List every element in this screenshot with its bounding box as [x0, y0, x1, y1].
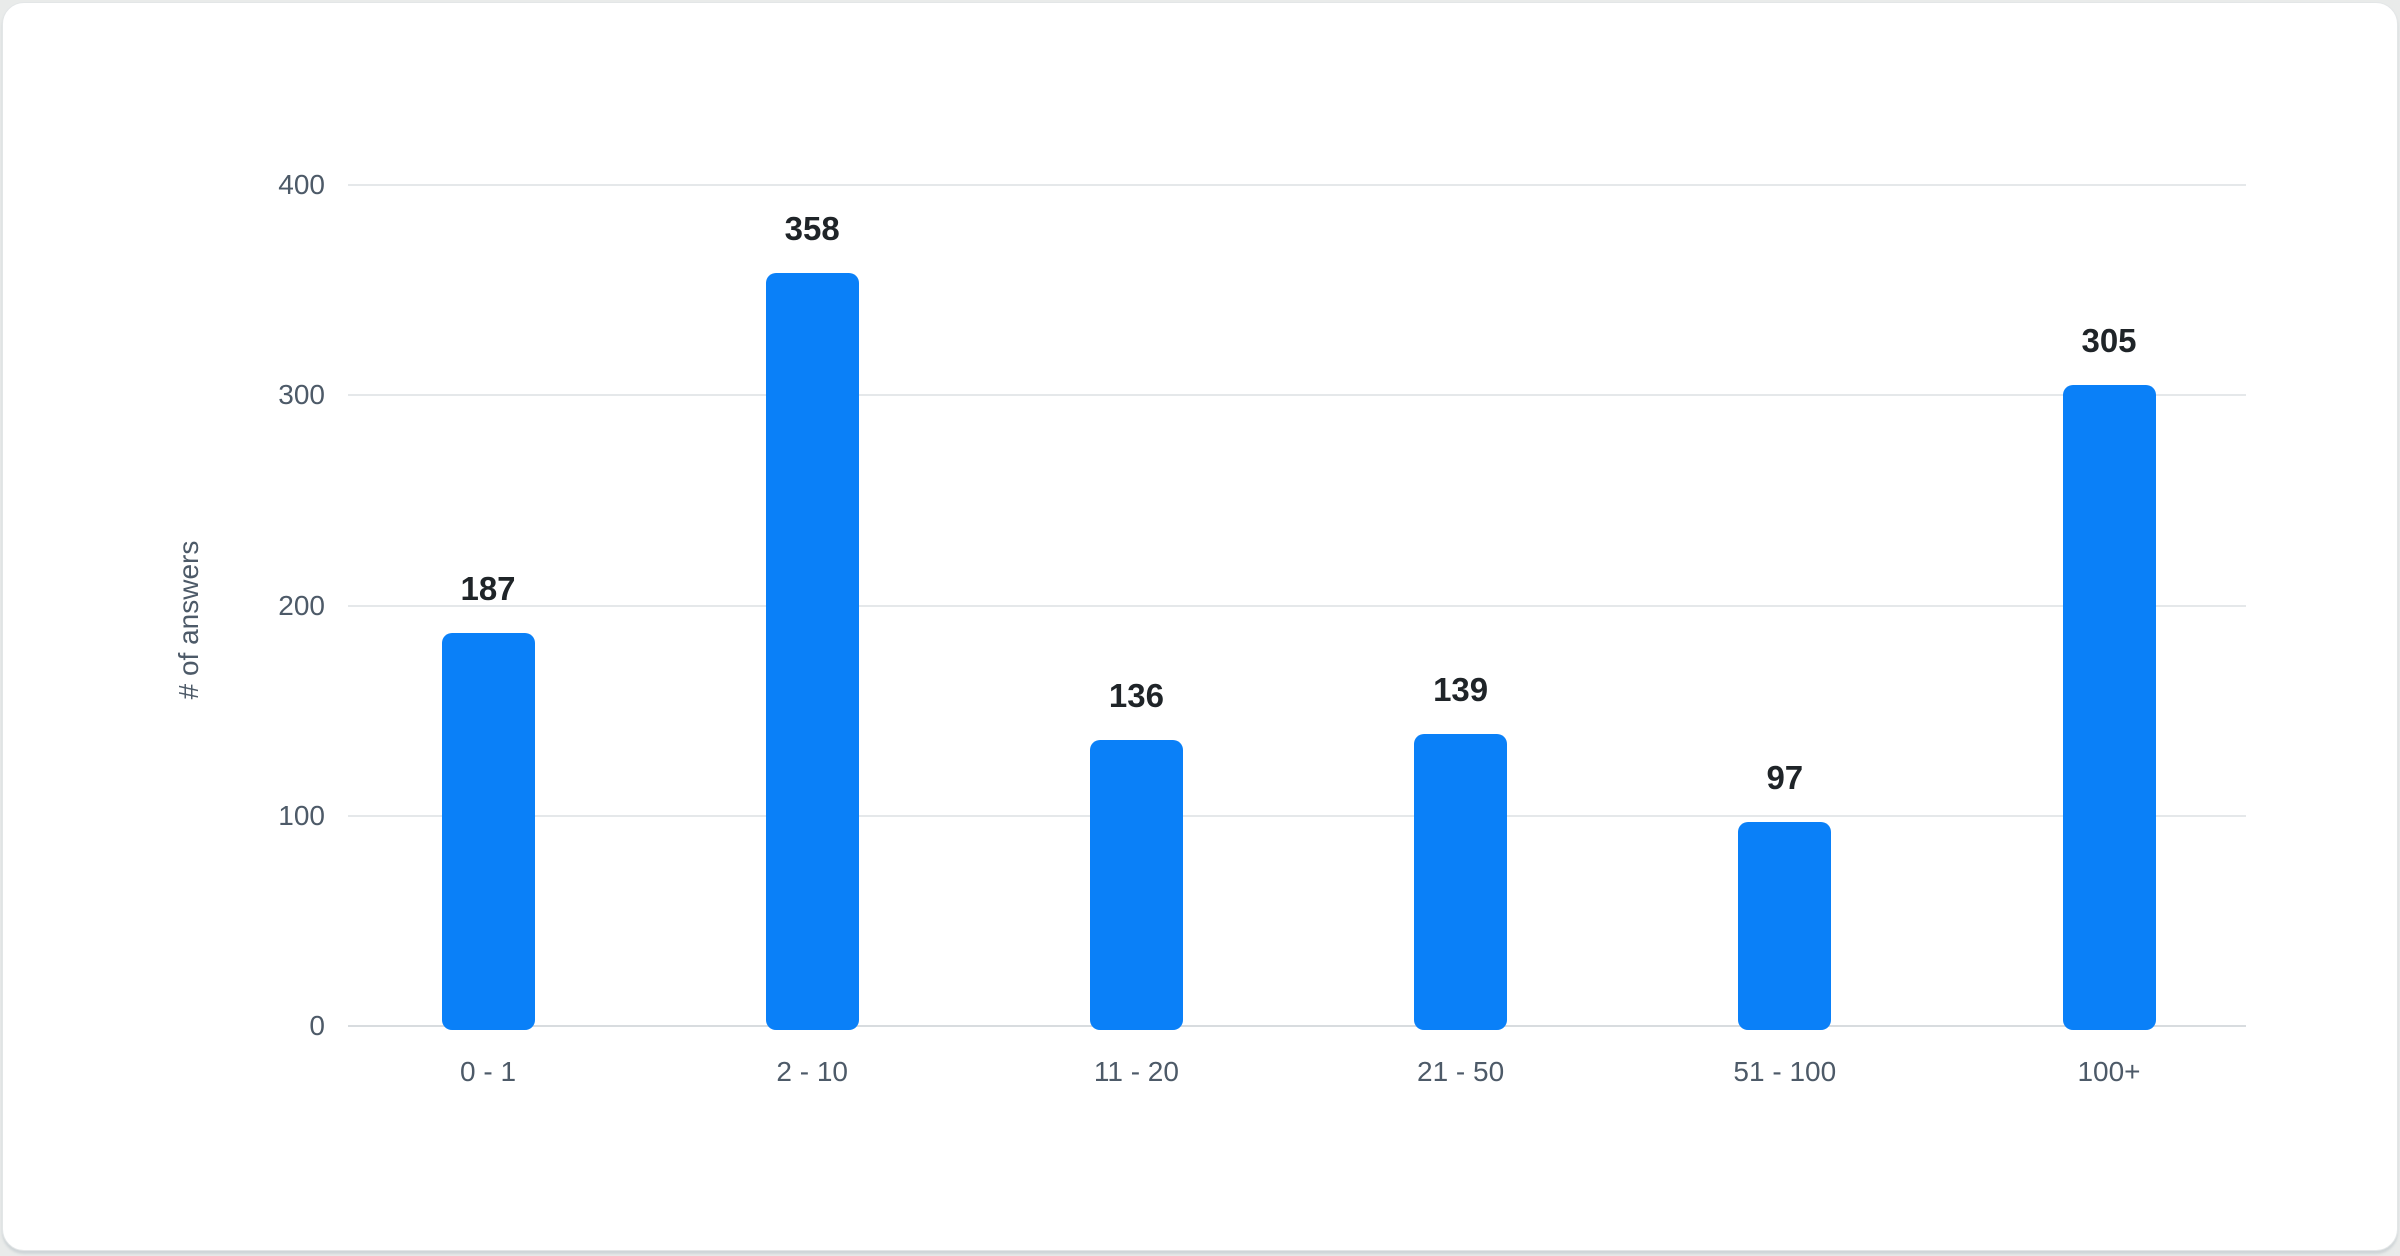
gridline-300: [348, 394, 2246, 397]
bar-2 - 10: [765, 273, 859, 1030]
gridline-400: [348, 184, 2246, 186]
bar-21 - 50: [1414, 733, 1508, 1030]
x-axis-label-11 - 20: 11 - 20: [1093, 1056, 1179, 1087]
gridline-100: [348, 814, 2246, 817]
bar-51 - 100: [1738, 822, 1832, 1030]
gridline-200: [348, 604, 2246, 607]
value-label-100+: 305: [2081, 321, 2137, 359]
value-label-51 - 100: 97: [1766, 759, 1804, 797]
x-axis-label-100+: 100+: [2077, 1056, 2141, 1087]
plot-area: 0 100 200 300 400 187 0 - 1 358 2 - 10 136 11 - 20…: [278, 171, 2246, 1086]
x-axis-label-0 - 1: 0 - 1: [459, 1056, 517, 1087]
value-label-2 - 10: 358: [784, 210, 840, 248]
value-label-0 - 1: 187: [460, 569, 516, 607]
y-tick-label-200: 200: [278, 589, 325, 621]
value-label-11 - 20: 136: [1108, 677, 1164, 715]
y-axis-title: # of answers: [173, 540, 204, 700]
x-axis-label-21 - 50: 21 - 50: [1417, 1056, 1505, 1087]
y-tick-label-0: 0: [309, 1010, 325, 1041]
y-tick-label-400: 400: [278, 169, 325, 200]
x-axis-label-51 - 100: 51 - 100: [1733, 1056, 1837, 1087]
bar-11 - 20: [1089, 740, 1183, 1030]
y-tick-label-300: 300: [278, 379, 325, 411]
bar-100+: [2062, 384, 2156, 1030]
x-axis-label-2 - 10: 2 - 10: [776, 1056, 848, 1087]
value-label-21 - 50: 139: [1433, 670, 1489, 708]
y-tick-label-100: 100: [278, 799, 325, 831]
x-axis-line: [348, 1025, 2246, 1027]
bar-0 - 1: [441, 632, 535, 1030]
